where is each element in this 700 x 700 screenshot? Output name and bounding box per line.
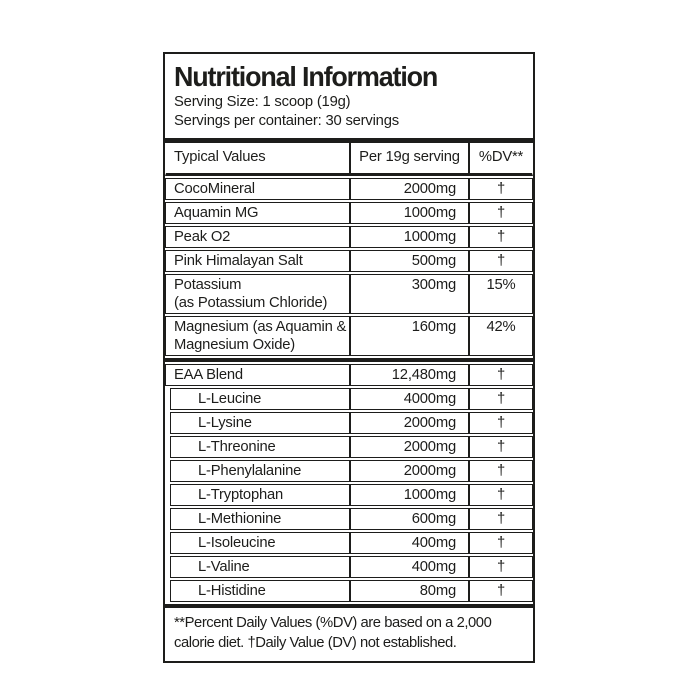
row-amount: 300mg: [349, 275, 468, 313]
table-row: Peak O2 1000mg †: [165, 226, 533, 248]
row-name: L-Tryptophan: [198, 487, 284, 503]
table-row: L-Isoleucine 400mg †: [170, 532, 533, 554]
table-row: Aquamin MG 1000mg †: [165, 202, 533, 224]
column-header-dv: %DV**: [468, 143, 532, 173]
table-row: L-Lysine 2000mg †: [170, 412, 533, 434]
row-dv: †: [468, 533, 532, 553]
row-amount: 500mg: [349, 251, 468, 271]
row-amount: 2000mg: [349, 413, 468, 433]
table-row: L-Phenylalanine 2000mg †: [170, 460, 533, 482]
row-amount: 1000mg: [349, 227, 468, 247]
row-dv: †: [468, 227, 532, 247]
row-amount: 2000mg: [349, 461, 468, 481]
table-row: L-Threonine 2000mg †: [170, 436, 533, 458]
row-dv: †: [468, 485, 532, 505]
row-dv: †: [468, 413, 532, 433]
row-amount: 400mg: [349, 533, 468, 553]
table-row: Potassium (as Potassium Chloride) 300mg …: [165, 274, 533, 314]
row-amount: 12,480mg: [349, 365, 468, 385]
row-amount: 2000mg: [349, 437, 468, 457]
row-dv: †: [468, 203, 532, 223]
row-amount: 160mg: [349, 317, 468, 355]
column-header-typical-values: Typical Values: [174, 149, 266, 165]
row-dv: 42%: [468, 317, 532, 355]
table-row: L-Histidine 80mg †: [170, 580, 533, 602]
row-dv: 15%: [468, 275, 532, 313]
row-amount: 1000mg: [349, 203, 468, 223]
row-dv: †: [468, 365, 532, 385]
section-divider: [165, 358, 533, 362]
label-title: Nutritional Information: [174, 61, 438, 92]
table-row: L-Leucine 4000mg †: [170, 388, 533, 410]
nutrition-label: Nutritional Information Serving Size: 1 …: [163, 52, 535, 663]
row-name: L-Phenylalanine: [198, 463, 302, 479]
footnote: **Percent Daily Values (%DV) are based o…: [165, 604, 533, 661]
row-amount: 400mg: [349, 557, 468, 577]
table-row: Pink Himalayan Salt 500mg †: [165, 250, 533, 272]
row-name: L-Histidine: [198, 583, 266, 599]
column-header-per-serving: Per 19g serving: [349, 143, 468, 173]
row-name: L-Isoleucine: [198, 535, 276, 551]
row-dv: †: [468, 437, 532, 457]
row-name: L-Lysine: [198, 415, 252, 431]
row-name: L-Threonine: [198, 439, 276, 455]
row-name: L-Methionine: [198, 511, 282, 527]
table-header-row: Typical Values Per 19g serving %DV**: [165, 143, 533, 176]
row-amount: 2000mg: [349, 179, 468, 199]
row-dv: †: [468, 461, 532, 481]
row-name: Pink Himalayan Salt: [174, 253, 303, 269]
row-name: L-Valine: [198, 559, 250, 575]
table-row: L-Methionine 600mg †: [170, 508, 533, 530]
table-row: L-Tryptophan 1000mg †: [170, 484, 533, 506]
row-name: CocoMineral: [174, 181, 255, 197]
table-body: CocoMineral 2000mg † Aquamin MG 1000mg †…: [165, 176, 533, 602]
row-amount: 4000mg: [349, 389, 468, 409]
row-amount: 1000mg: [349, 485, 468, 505]
table-row: Magnesium (as Aquamin & Magnesium Oxide)…: [165, 316, 533, 356]
table-row: L-Valine 400mg †: [170, 556, 533, 578]
row-name: Potassium (as Potassium Chloride): [174, 277, 328, 311]
servings-per-container-text: Servings per container: 30 servings: [174, 113, 399, 129]
row-name: Magnesium (as Aquamin & Magnesium Oxide): [174, 319, 347, 353]
row-dv: †: [468, 389, 532, 409]
row-name: L-Leucine: [198, 391, 262, 407]
row-dv: †: [468, 179, 532, 199]
table-row: EAA Blend 12,480mg †: [165, 364, 533, 386]
row-dv: †: [468, 509, 532, 529]
row-amount: 600mg: [349, 509, 468, 529]
row-dv: †: [468, 251, 532, 271]
label-header: Nutritional Information Serving Size: 1 …: [165, 54, 533, 143]
table-row: CocoMineral 2000mg †: [165, 178, 533, 200]
row-amount: 80mg: [349, 581, 468, 601]
row-dv: †: [468, 581, 532, 601]
row-name: Aquamin MG: [174, 205, 259, 221]
row-name: Peak O2: [174, 229, 231, 245]
row-dv: †: [468, 557, 532, 577]
serving-size-text: Serving Size: 1 scoop (19g): [174, 94, 351, 110]
row-name: EAA Blend: [174, 367, 243, 383]
